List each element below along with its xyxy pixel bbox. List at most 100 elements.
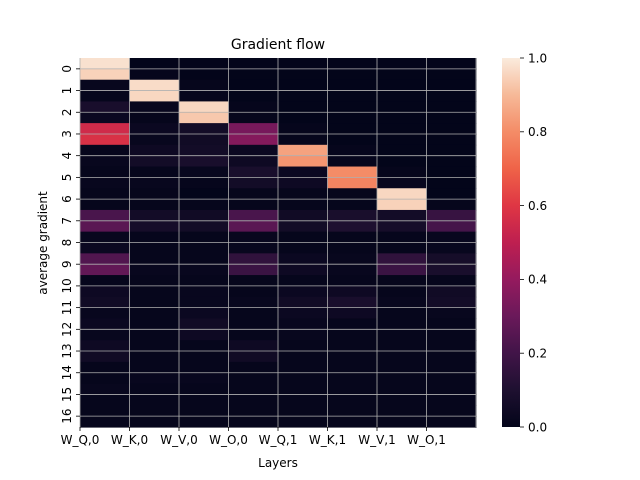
heatmap-cell (228, 101, 279, 113)
heatmap-cell (228, 155, 279, 168)
heatmap-cell (129, 405, 180, 417)
heatmap-cell (426, 383, 477, 396)
y-tick-label: 11 (60, 300, 74, 315)
heatmap-cell (426, 264, 477, 276)
heatmap-cell (377, 253, 428, 265)
heatmap-cell (228, 318, 279, 330)
heatmap-cell (426, 307, 477, 320)
heatmap-cell (426, 177, 477, 189)
heatmap-cell (426, 329, 477, 341)
heatmap-cell (179, 133, 230, 146)
heatmap-cell (278, 383, 329, 396)
heatmap-cell (426, 188, 477, 200)
heatmap-cell (327, 79, 378, 92)
heatmap-cell (278, 112, 329, 124)
heatmap-cell (129, 231, 180, 244)
heatmap-cell (80, 231, 131, 244)
heatmap-cell (278, 220, 329, 233)
heatmap-cell (179, 340, 230, 352)
heatmap-cell (179, 101, 230, 113)
heatmap-cell (278, 58, 329, 70)
heatmap-cell (179, 307, 230, 320)
y-tick-label: 16 (60, 409, 74, 424)
heatmap-cell (228, 166, 279, 178)
heatmap-cell (179, 264, 230, 276)
heatmap-cell (377, 231, 428, 244)
heatmap-cell (228, 329, 279, 341)
heatmap-cell (228, 340, 279, 352)
heatmap-cell (426, 275, 477, 287)
heatmap-cell (327, 101, 378, 113)
heatmap-cell (228, 177, 279, 189)
heatmap-cell (327, 275, 378, 287)
heatmap-cell (129, 68, 180, 81)
heatmap-cell (80, 275, 131, 287)
heatmap-cell (327, 144, 378, 157)
heatmap-cell (80, 372, 131, 385)
heatmap-cell (179, 177, 230, 189)
colorbar-tick-label: 0.0 (528, 420, 547, 434)
heatmap-cell (129, 275, 180, 287)
heatmap-cell (377, 264, 428, 276)
heatmap-cell (377, 361, 428, 374)
heatmap-cell (179, 79, 230, 92)
heatmap-cell (129, 101, 180, 113)
heatmap-cell (129, 166, 180, 178)
heatmap-cell (179, 416, 230, 428)
heatmap-cell (80, 285, 131, 298)
heatmap-cell (377, 90, 428, 103)
heatmap-cell (179, 394, 230, 406)
heatmap-cell (327, 351, 378, 363)
heatmap-cell (179, 405, 230, 417)
heatmap-cell (80, 199, 131, 211)
heatmap-cell (129, 144, 180, 157)
heatmap-cell (377, 188, 428, 200)
heatmap-cell (129, 58, 180, 70)
heatmap-cell (228, 285, 279, 298)
heatmap-cell (377, 416, 428, 428)
heatmap-cell (278, 264, 329, 276)
heatmap-cell (426, 361, 477, 374)
heatmap-cell (228, 199, 279, 211)
heatmap-cell (327, 112, 378, 124)
heatmap-cell (129, 220, 180, 233)
heatmap-cell (179, 68, 230, 81)
y-tick-label: 8 (60, 239, 74, 247)
y-tick-label: 5 (60, 174, 74, 182)
heatmap-cell (377, 177, 428, 189)
heatmap-cell (80, 351, 131, 363)
heatmap-cell (80, 155, 131, 168)
heatmap-cell (129, 372, 180, 385)
heatmap-cell (426, 90, 477, 103)
heatmap-cell (327, 264, 378, 276)
heatmap-cell (278, 318, 329, 330)
heatmap-cell (278, 133, 329, 146)
heatmap-cell (80, 264, 131, 276)
heatmap-cell (129, 90, 180, 103)
heatmap-cell (129, 296, 180, 309)
heatmap-cell (80, 68, 131, 81)
heatmap-cell (278, 340, 329, 352)
heatmap-cell (129, 361, 180, 374)
heatmap-cell (80, 383, 131, 396)
y-tick-label: 7 (60, 217, 74, 225)
heatmap-cell (278, 166, 329, 178)
heatmap-cell (377, 199, 428, 211)
heatmap-cell (80, 340, 131, 352)
heatmap-cell (228, 307, 279, 320)
heatmap-cell (228, 372, 279, 385)
x-tick-label: W_O,0 (209, 433, 248, 447)
heatmap-cell (327, 383, 378, 396)
heatmap-cell (426, 155, 477, 168)
heatmap-cell (129, 209, 180, 222)
heatmap-cell (228, 209, 279, 222)
heatmap-cell (129, 351, 180, 363)
x-tick-label: W_V,1 (358, 433, 396, 447)
heatmap-cell (129, 199, 180, 211)
heatmap-cell (278, 253, 329, 265)
heatmap-cell (278, 394, 329, 406)
heatmap-cell (228, 351, 279, 363)
heatmap-cell (327, 285, 378, 298)
heatmap-cell (278, 329, 329, 341)
